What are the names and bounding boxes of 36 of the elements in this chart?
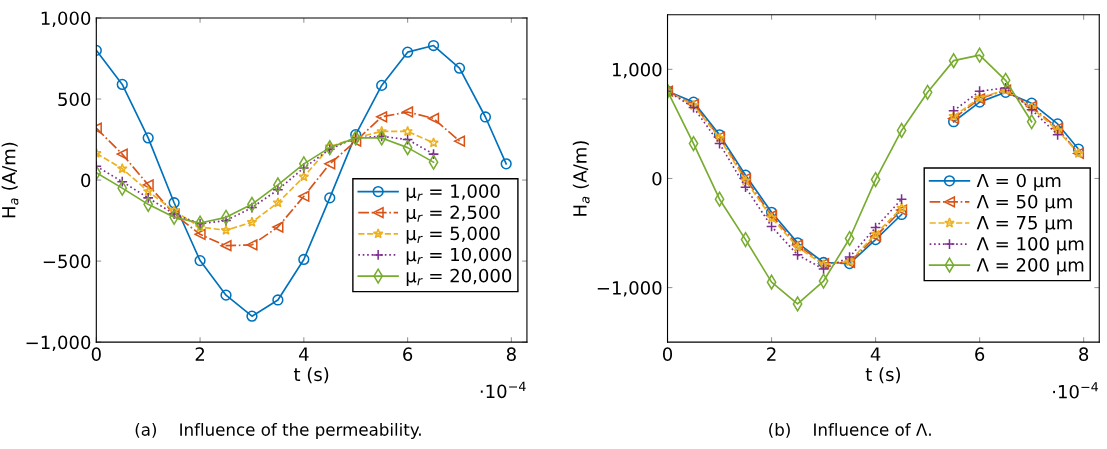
- x-axis-title: t (s): [293, 367, 329, 384]
- y-tick-label: 1,000: [41, 11, 91, 27]
- text: ·10$^{−4}$: [1053, 382, 1099, 399]
- x-tick-label: 8: [1079, 347, 1089, 361]
- x-tick-label: 6: [975, 347, 985, 361]
- text: (b) Influence of Λ.: [769, 422, 931, 438]
- text: ·10$^{−4}$: [480, 381, 526, 399]
- x-tick-label: 6: [403, 347, 413, 361]
- y-tick-label: 0: [81, 173, 91, 188]
- legend-label: Λ = 100 μm: [976, 236, 1084, 255]
- x-tick-label: 8: [506, 347, 516, 361]
- x-tick-label: 2: [195, 347, 205, 361]
- y-axis-title: H$_{a}$ (A/m): [1, 142, 19, 218]
- y-tick-label: −500: [43, 254, 91, 269]
- legend-label: μ$_{r}$ = 5,000: [406, 226, 500, 244]
- x-tick-label: 4: [870, 347, 881, 361]
- legend-label: μ$_{r}$ = 2,500: [406, 205, 500, 223]
- y-axis-title: H$_{a}$ (A/m): [572, 141, 590, 216]
- y-tick-label: 500: [58, 92, 91, 107]
- legend-label: Λ = 0 μm: [976, 173, 1061, 191]
- x-tick-label: 4: [298, 347, 309, 361]
- x-tick-label: 0: [91, 347, 101, 361]
- y-tick-label: −1,000: [26, 335, 91, 352]
- x-tick-label: 2: [767, 347, 776, 361]
- legend-label: μ$_{r}$ = 20,000: [406, 268, 512, 286]
- x-axis-title: t (s): [865, 367, 900, 384]
- legend-label: μ$_{r}$ = 1,000: [406, 184, 500, 202]
- y-tick-label: 1,000: [612, 62, 662, 79]
- legend-label: μ$_{r}$ = 10,000: [406, 247, 512, 265]
- y-tick-label: 0: [652, 171, 662, 186]
- y-tick-label: −1,000: [597, 281, 662, 297]
- text: (a) Influence of the permeability.: [135, 422, 421, 440]
- x-tick-label: 0: [662, 347, 673, 361]
- legend-label: Λ = 75 μm: [976, 216, 1072, 234]
- legend-label: Λ = 200 μm: [976, 258, 1084, 276]
- legend-label: Λ = 50 μm: [976, 194, 1072, 212]
